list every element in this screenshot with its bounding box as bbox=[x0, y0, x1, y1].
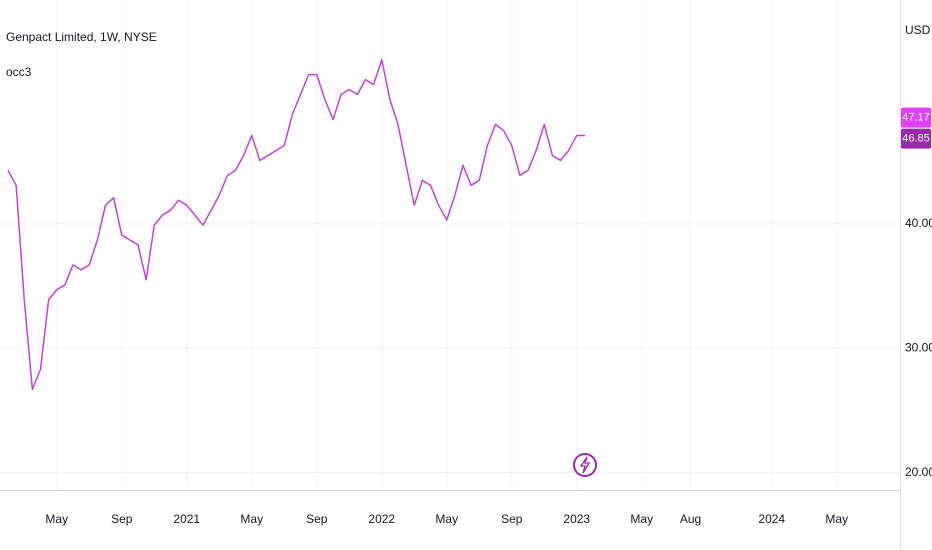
indicator-name: occ3 bbox=[6, 65, 32, 79]
price-label: 47.17 bbox=[902, 112, 930, 124]
x-tick-label: May bbox=[825, 512, 848, 526]
y-tick-label: 30.00 bbox=[905, 340, 932, 354]
x-tick-label: 2024 bbox=[758, 512, 785, 526]
x-tick-label: Aug bbox=[680, 512, 701, 526]
price-label: 46.85 bbox=[902, 133, 930, 145]
x-tick-label: May bbox=[630, 512, 653, 526]
y-tick-label: 20.00 bbox=[905, 465, 932, 479]
price-label-box bbox=[901, 128, 931, 149]
x-tick-label: 2022 bbox=[368, 512, 395, 526]
x-tick-label: May bbox=[45, 512, 68, 526]
y-tick-label: 40.00 bbox=[905, 216, 932, 230]
x-tick-label: May bbox=[240, 512, 263, 526]
x-tick-label: Sep bbox=[111, 512, 133, 526]
x-tick-label: Sep bbox=[306, 512, 328, 526]
x-tick-label: 2021 bbox=[173, 512, 200, 526]
x-tick-label: Sep bbox=[501, 512, 523, 526]
y-unit: USD bbox=[905, 23, 931, 37]
price-label-box bbox=[901, 107, 931, 128]
event-icon bbox=[573, 453, 597, 477]
price-line bbox=[7, 58, 585, 391]
x-tick-label: May bbox=[435, 512, 458, 526]
chart-title: Genpact Limited, 1W, NYSE bbox=[6, 30, 157, 44]
x-tick-label: 2023 bbox=[563, 512, 590, 526]
